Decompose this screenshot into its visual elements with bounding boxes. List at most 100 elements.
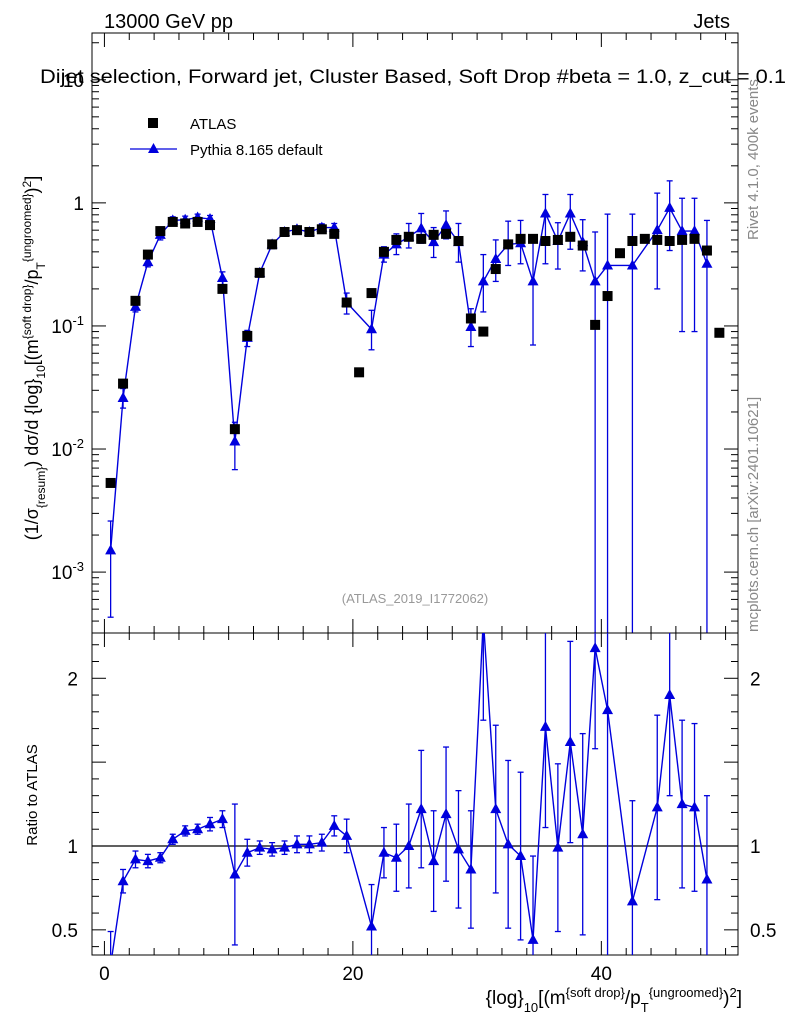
ratio-point [589,642,601,653]
ratio-y-tick-label-right: 2 [750,669,761,690]
ratio-point [428,855,440,866]
ratio-y-tick-label: 1 [67,837,78,858]
ratio-point [527,933,539,944]
atlas-point [478,326,489,337]
atlas-point [490,264,501,275]
atlas-point [552,234,563,245]
ratio-point [390,851,402,862]
mc-point [651,224,663,235]
atlas-point [639,233,650,244]
mc-point [366,323,378,334]
atlas-point [701,245,712,256]
ratio-point [303,838,315,849]
plot-title: Dijet selection, Forward jet, Cluster Ba… [40,67,786,88]
atlas-point [341,297,352,308]
ratio-point [626,895,638,906]
x-tick-label: 0 [99,964,110,985]
ratio-point [279,841,291,852]
ratio-point [204,818,216,829]
ratio-point [465,863,477,874]
atlas-point [329,228,340,239]
main-frame [91,32,739,634]
ratio-point [564,736,576,747]
mc-point [689,225,701,236]
ratio-point [341,829,353,840]
atlas-point [354,367,365,378]
ratio-y-tick-label-right: 0.5 [750,921,776,942]
mc-point [589,275,601,286]
atlas-point [677,234,688,245]
mc-point [465,321,477,332]
mc-point [117,391,129,402]
ratio-point [689,801,701,812]
atlas-point [714,327,725,338]
atlas-point [366,288,377,299]
ratio-y-tick-label-right: 1 [750,837,761,858]
mc-point [477,275,489,286]
mc-point [527,275,539,286]
atlas-point [254,267,265,278]
atlas-point [142,249,153,260]
atlas-point [391,234,402,245]
atlas-point [217,283,228,294]
atlas-point [304,226,315,237]
atlas-point [155,226,166,237]
atlas-point [540,235,551,246]
header-left: 13000 GeV pp [104,11,233,33]
mc-point [602,259,614,270]
atlas-point [590,319,601,330]
atlas-point [652,234,663,245]
y-tick-label: 10-3 [51,559,84,584]
atlas-point [192,216,203,227]
ratio-point [490,803,502,814]
main-y-axis-label: (1/σ{resum}) dσ/d {log}10[(m{soft drop}/… [20,176,48,541]
atlas-series [105,216,725,488]
atlas-point [130,295,141,306]
ratio-point [651,801,663,812]
y-tick-label: 10 [63,71,84,92]
ratio-point [602,704,614,715]
legend-atlas-marker [148,118,158,128]
ratio-point [179,824,191,835]
ratio-point [552,841,564,852]
atlas-point [205,220,216,231]
mc-point [105,544,117,555]
ratio-point [440,808,452,819]
mc-point [664,201,676,212]
y-tick-label: 1 [73,194,84,215]
ratio-point [378,846,390,857]
ratio-point [701,873,713,884]
atlas-point [614,248,625,259]
x-tick-label: 40 [591,964,612,985]
atlas-point [465,313,476,324]
ratio-point [167,833,179,844]
ratio-point [266,843,278,854]
header-right: Jets [693,11,730,33]
x-axis-label: {log}10[(m{soft drop}/pT{ungroomed})2] [486,985,742,1015]
legend-mc-label: Pythia 8.165 default [190,142,323,159]
atlas-point [403,231,414,242]
atlas-point [291,225,302,236]
ratio-point [539,720,551,731]
atlas-point [689,233,700,244]
ratio-point [403,839,415,850]
mc-point [440,219,452,230]
ratio-point [676,798,688,809]
atlas-point [503,239,514,250]
ratio-y-tick-label: 0.5 [52,921,78,942]
analysis-watermark: (ATLAS_2019_I1772062) [342,591,488,606]
atlas-point [528,233,539,244]
main-panel: 10 1 10-1 10-2 10-3 [51,32,739,955]
atlas-point [428,229,439,240]
atlas-point [118,378,129,389]
mc-point [142,256,154,267]
ratio-frame [91,632,739,956]
ratio-line [111,633,708,955]
y-tick-label: 10-2 [51,436,84,461]
legend-mc-marker [148,143,159,153]
ratio-point [129,853,141,864]
legend-atlas-label: ATLAS [190,116,236,133]
ratio-point [254,841,266,852]
atlas-point [316,224,327,235]
atlas-point [242,330,253,341]
